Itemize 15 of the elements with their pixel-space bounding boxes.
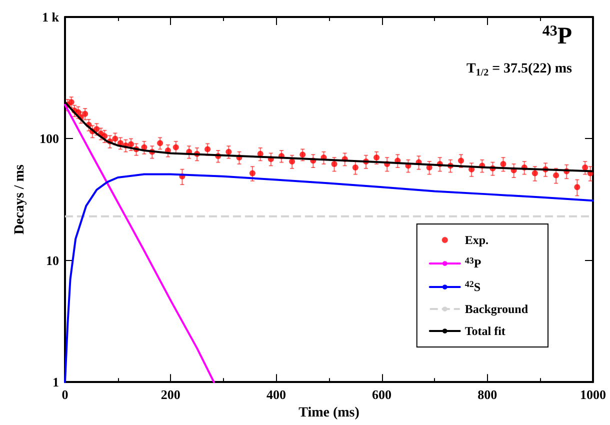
x-tick-label: 1000	[580, 387, 606, 402]
x-tick-label: 600	[372, 387, 392, 402]
x-tick-label: 200	[160, 387, 180, 402]
x-tick-label: 800	[478, 387, 498, 402]
y-tick-label: 10	[46, 252, 59, 268]
y-tick-label: 1	[52, 374, 59, 390]
legend-label: Exp.	[464, 233, 489, 247]
legend-label: Background	[464, 302, 528, 316]
legend-label: Total fit	[464, 324, 506, 338]
y-tick-label: 1 k	[42, 10, 60, 24]
x-tick-label: 400	[266, 387, 286, 402]
x-axis-title: Time (ms)	[298, 406, 360, 420]
y-tick-label: 100	[40, 131, 59, 146]
y-axis-title: Decays / ms	[12, 164, 28, 235]
x-tick-label: 0	[62, 387, 68, 402]
